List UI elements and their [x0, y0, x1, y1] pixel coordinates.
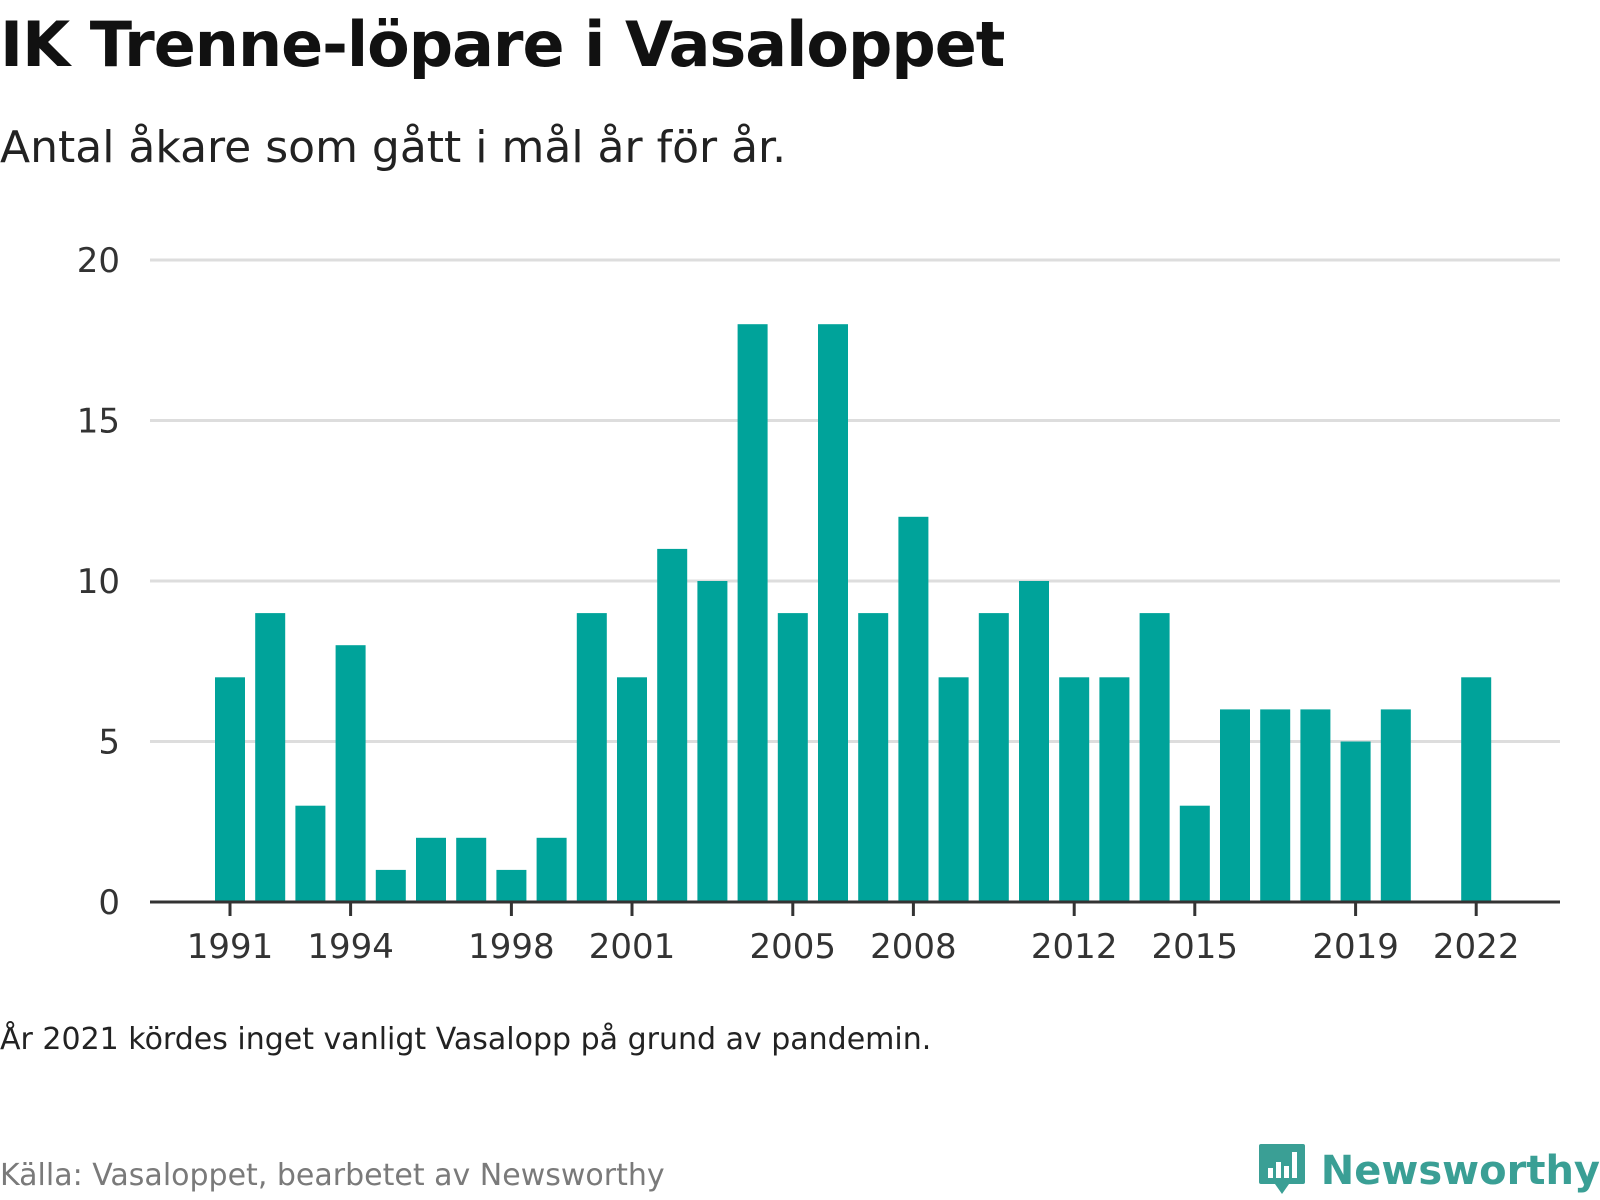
bar — [898, 516, 929, 902]
bar — [617, 677, 647, 902]
bars — [215, 324, 1492, 902]
bar — [697, 581, 728, 902]
bar — [818, 324, 848, 902]
bar — [255, 613, 286, 902]
bar — [1260, 709, 1291, 902]
x-tick-label: 2005 — [750, 927, 837, 967]
y-tick-label: 10 — [77, 562, 120, 602]
bar — [335, 645, 366, 902]
bar — [1461, 677, 1492, 902]
bar — [1139, 613, 1170, 902]
bar — [1340, 741, 1371, 902]
y-tick-label: 5 — [98, 723, 120, 763]
newsworthy-chart-bubble-icon — [1258, 1144, 1305, 1194]
x-tick-label: 2019 — [1312, 927, 1399, 967]
bar — [1220, 709, 1250, 902]
x-tick-label: 1994 — [307, 927, 394, 967]
x-tick-label: 2022 — [1433, 927, 1520, 967]
bar — [295, 805, 326, 902]
y-axis-labels: 0 5 10 15 20 — [77, 241, 120, 923]
x-tick-label: 2015 — [1152, 927, 1239, 967]
bar — [737, 324, 768, 902]
x-axis — [150, 900, 1560, 916]
y-tick-label: 20 — [77, 241, 120, 281]
bar — [1380, 709, 1411, 902]
bar — [456, 837, 487, 902]
bar — [1099, 677, 1130, 902]
bar — [777, 613, 808, 902]
bar-chart: 0 5 10 15 20 1991 1994 1998 2001 2005 2008 2012 201… — [77, 241, 1560, 967]
x-tick-label: 2008 — [870, 927, 957, 967]
bar — [416, 837, 446, 902]
bar — [576, 613, 607, 902]
bar — [1019, 581, 1049, 902]
newsworthy-logo: Newsworthy — [1257, 1142, 1600, 1200]
x-axis-labels: 1991 1994 1998 2001 2005 2008 2012 2015 2019 2022 — [187, 927, 1520, 967]
bar — [978, 613, 1009, 902]
y-tick-label: 0 — [98, 883, 120, 923]
bar — [375, 869, 406, 902]
y-tick-label: 15 — [77, 402, 120, 442]
x-tick-label: 1998 — [468, 927, 555, 967]
bar — [496, 869, 527, 902]
chart-subtitle: Antal åkare som gått i mål år för år. — [0, 122, 787, 173]
chart-title: IK Trenne-löpare i Vasaloppet — [0, 8, 1005, 81]
footnote: År 2021 kördes inget vanligt Vasalopp på… — [0, 1022, 932, 1057]
bar — [215, 677, 245, 902]
bar — [1179, 805, 1210, 902]
bar — [858, 613, 889, 902]
bar — [1059, 677, 1090, 902]
logo-text: Newsworthy — [1320, 1148, 1600, 1194]
bar — [657, 548, 688, 902]
x-tick-label: 1991 — [187, 927, 274, 967]
source-text: Källa: Vasaloppet, bearbetet av Newswort… — [0, 1158, 665, 1193]
bar — [1300, 709, 1331, 902]
bar — [938, 677, 969, 902]
x-tick-label: 2012 — [1031, 927, 1118, 967]
bar — [536, 837, 567, 902]
x-tick-label: 2001 — [589, 927, 676, 967]
